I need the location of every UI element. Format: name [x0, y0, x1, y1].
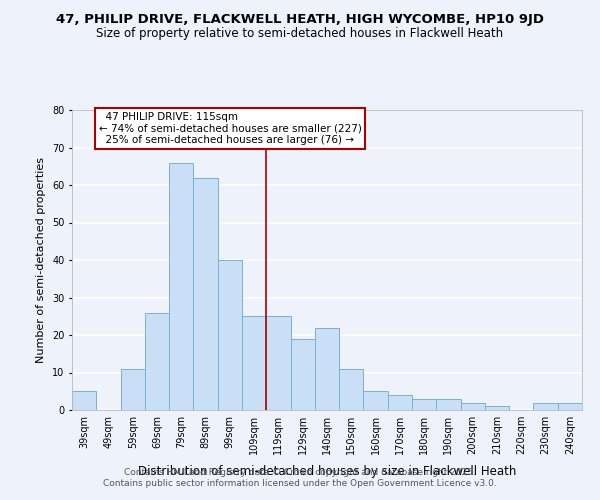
Bar — [290, 339, 315, 410]
Bar — [436, 399, 461, 410]
Y-axis label: Number of semi-detached properties: Number of semi-detached properties — [37, 157, 46, 363]
Bar — [315, 328, 339, 410]
X-axis label: Distribution of semi-detached houses by size in Flackwell Heath: Distribution of semi-detached houses by … — [138, 466, 516, 478]
Bar — [388, 395, 412, 410]
Bar — [266, 316, 290, 410]
Bar — [485, 406, 509, 410]
Bar — [121, 369, 145, 410]
Bar — [72, 391, 96, 410]
Bar — [558, 402, 582, 410]
Bar — [145, 312, 169, 410]
Bar — [193, 178, 218, 410]
Bar — [412, 399, 436, 410]
Bar — [339, 369, 364, 410]
Text: 47 PHILIP DRIVE: 115sqm
← 74% of semi-detached houses are smaller (227)
  25% of: 47 PHILIP DRIVE: 115sqm ← 74% of semi-de… — [99, 112, 362, 145]
Bar — [242, 316, 266, 410]
Text: Size of property relative to semi-detached houses in Flackwell Heath: Size of property relative to semi-detach… — [97, 28, 503, 40]
Bar — [364, 391, 388, 410]
Bar — [218, 260, 242, 410]
Bar — [461, 402, 485, 410]
Bar — [533, 402, 558, 410]
Text: 47, PHILIP DRIVE, FLACKWELL HEATH, HIGH WYCOMBE, HP10 9JD: 47, PHILIP DRIVE, FLACKWELL HEATH, HIGH … — [56, 12, 544, 26]
Text: Contains HM Land Registry data © Crown copyright and database right 2025.
Contai: Contains HM Land Registry data © Crown c… — [103, 468, 497, 487]
Bar — [169, 162, 193, 410]
